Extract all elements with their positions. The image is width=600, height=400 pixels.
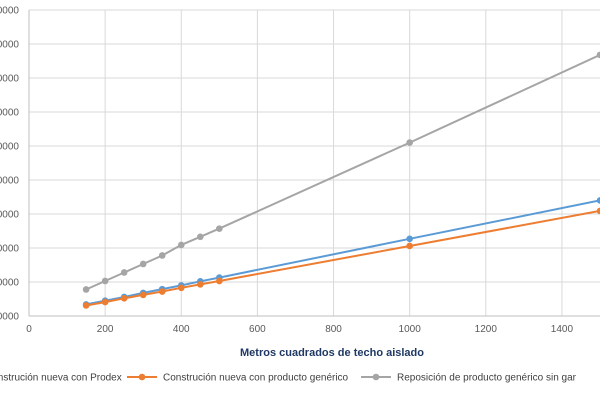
data-point <box>197 281 204 288</box>
data-point <box>406 242 413 250</box>
legend-label: Construción nueva con Prodex <box>0 373 122 384</box>
legend-label: Reposición de producto genérico sin gar <box>397 373 577 384</box>
data-point <box>82 302 90 309</box>
data-point <box>82 286 90 293</box>
data-point <box>120 269 128 276</box>
data-point <box>101 298 109 306</box>
data-point <box>177 241 185 249</box>
legend-swatch-marker <box>372 373 380 381</box>
x-tick-label: 200 <box>97 324 114 335</box>
data-point <box>139 291 147 299</box>
data-point <box>216 225 223 232</box>
data-point <box>406 139 413 146</box>
legend: Construción nueva con Prodex Construción … <box>0 373 577 384</box>
data-point <box>596 51 600 59</box>
x-axis-tick-labels: 0 200 400 600 800 1000 1200 1400 <box>26 324 573 335</box>
x-tick-label: 1000 <box>399 324 422 335</box>
data-point <box>177 284 185 292</box>
data-point <box>596 197 600 204</box>
legend-item: Construción nueva con Prodex <box>0 373 122 384</box>
x-tick-label: 0 <box>26 324 32 335</box>
data-point <box>197 233 204 241</box>
legend-swatch-marker <box>138 373 146 381</box>
series-2 <box>82 207 600 309</box>
data-point <box>596 207 600 215</box>
series-line <box>85 209 600 307</box>
series-line <box>85 53 600 291</box>
x-axis-title: Metros cuadrados de techo aislado <box>240 347 424 359</box>
data-point <box>406 235 413 243</box>
legend-item: Construción nueva con producto genérico <box>127 373 349 384</box>
series-line <box>85 199 600 306</box>
gridlines <box>28 9 600 317</box>
x-tick-label: 400 <box>173 324 190 335</box>
x-tick-label: 1400 <box>551 324 574 335</box>
data-point <box>120 295 128 302</box>
legend-item: Reposición de producto genérico sin gar <box>361 373 577 384</box>
x-tick-label: 1200 <box>475 324 498 335</box>
data-point <box>139 260 147 268</box>
data-point <box>158 252 166 259</box>
data-point <box>158 288 166 295</box>
x-tick-label: 600 <box>249 324 266 335</box>
series-layer <box>82 51 600 309</box>
data-point <box>101 277 109 285</box>
legend-label: Construción nueva con producto genérico <box>163 373 349 384</box>
series-3 <box>82 51 600 293</box>
data-point <box>216 277 223 285</box>
x-tick-label: 800 <box>325 324 342 335</box>
